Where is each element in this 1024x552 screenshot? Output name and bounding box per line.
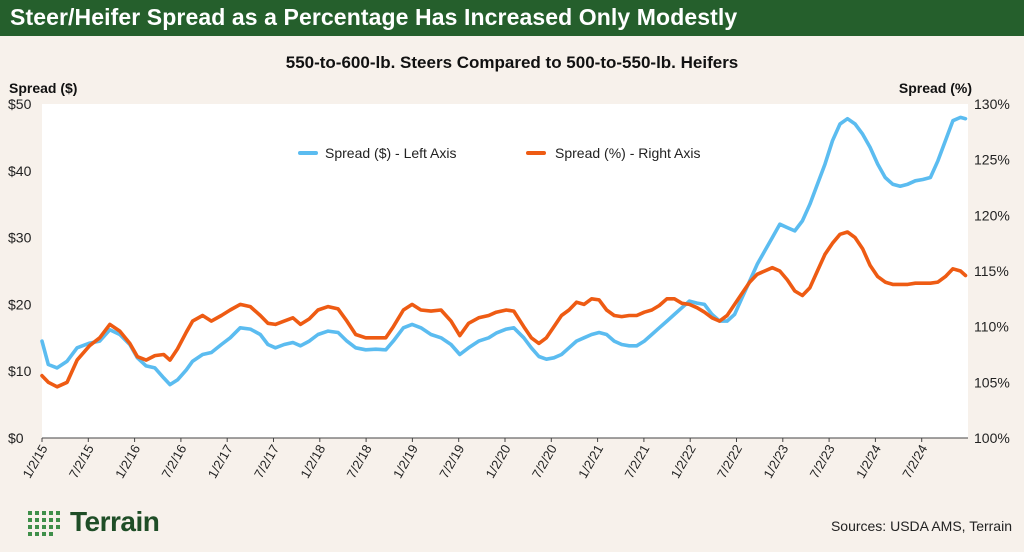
chart-title: 550-to-600-lb. Steers Compared to 500-to… (285, 53, 739, 72)
right-tick-label: 100% (974, 430, 1010, 446)
title-banner: Steer/Heifer Spread as a Percentage Has … (0, 0, 1024, 36)
left-tick-label: $50 (8, 96, 32, 112)
right-axis-title: Spread (%) (898, 80, 972, 96)
sources-note: Sources: USDA AMS, Terrain (830, 518, 1012, 534)
left-tick-label: $30 (8, 230, 32, 246)
x-axis: 1/2/15 7/2/15 1/2/16 7/2/16 1/2/17 7/2/17 1/2/… (20, 438, 930, 481)
terrain-logo-text: Terrain (70, 506, 160, 537)
right-axis: 100% 105% 110% 115% 120% 125% 130% (974, 96, 1010, 446)
x-tick-label: 7/2/23 (807, 442, 838, 481)
x-tick-label: 1/2/22 (668, 442, 699, 481)
x-tick-label: 7/2/16 (158, 442, 189, 481)
x-tick-label: 1/2/20 (483, 442, 514, 481)
right-tick-label: 105% (974, 374, 1010, 390)
left-tick-label: $10 (8, 363, 32, 379)
plot-area (42, 104, 968, 438)
series-line-spread-percent (40, 230, 968, 389)
terrain-logo: Terrain (26, 506, 186, 538)
x-tick-label: 1/2/18 (297, 442, 328, 481)
left-axis: $0 $10 $20 $30 $40 $50 (8, 96, 32, 446)
x-tick-label: 7/2/15 (66, 442, 97, 481)
x-tick-label: 7/2/18 (344, 442, 375, 481)
x-tick-label: 1/2/23 (760, 442, 791, 481)
left-tick-label: $40 (8, 163, 32, 179)
x-tick-label: 1/2/15 (20, 442, 51, 481)
x-tick-label: 7/2/21 (621, 442, 652, 481)
x-tick-label: 7/2/17 (251, 442, 282, 481)
right-tick-label: 115% (974, 263, 1009, 279)
x-tick-label: 1/2/21 (575, 442, 606, 481)
series-line-spread-dollar (40, 115, 968, 387)
x-tick-label: 7/2/20 (529, 442, 560, 481)
x-tick-label: 7/2/19 (436, 442, 467, 481)
banner-title: Steer/Heifer Spread as a Percentage Has … (10, 4, 738, 30)
right-tick-label: 120% (974, 207, 1010, 223)
right-tick-label: 110% (974, 319, 1009, 335)
left-axis-title: Spread ($) (9, 80, 78, 96)
legend-label-spread-percent: Spread (%) - Right Axis (555, 145, 701, 161)
x-tick-label: 1/2/16 (112, 442, 143, 481)
x-tick-label: 1/2/17 (205, 442, 236, 481)
legend-label-spread-dollar: Spread ($) - Left Axis (325, 145, 457, 161)
right-tick-label: 125% (974, 152, 1010, 168)
x-tick-label: 7/2/22 (714, 442, 745, 481)
legend: Spread ($) - Left Axis Spread (%) - Righ… (298, 145, 701, 161)
left-tick-label: $0 (8, 430, 24, 446)
x-tick-label: 1/2/19 (390, 442, 421, 481)
x-tick-label: 7/2/24 (899, 442, 930, 481)
terrain-logo-icon (28, 511, 60, 536)
x-tick-label: 1/2/24 (853, 442, 884, 481)
right-tick-label: 130% (974, 96, 1010, 112)
left-tick-label: $20 (8, 296, 32, 312)
